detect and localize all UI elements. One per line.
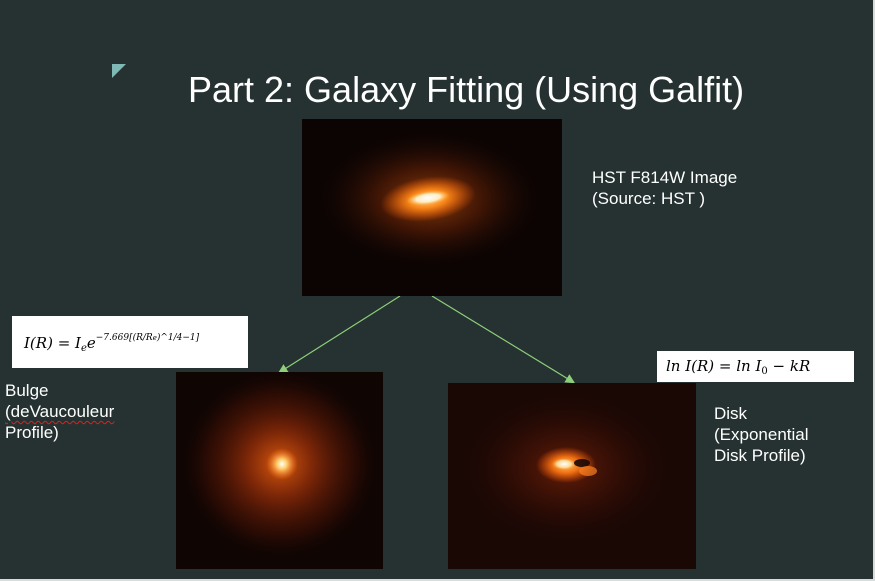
slide-title: Part 2: Galaxy Fitting (Using Galfit) [188,69,745,110]
bulge-caption: Bulge (deVaucouleur Profile) [5,380,114,443]
disk-eq-sub: 0 [761,366,768,377]
hst-caption-line2: (Source: HST ) [592,189,706,208]
bulge-eq-lhs: I(R) = I [24,334,81,352]
bulge-caption-line2: (deVaucouleur [5,402,115,421]
exponential-disk-equation: ln I(R) = ln I0 − kR [657,351,854,382]
slide-edge-bottom [0,579,875,581]
disk-eq-part2: − kR [767,357,811,375]
disk-caption: Disk (Exponential Disk Profile) [714,403,809,466]
devaucouleur-equation: I(R) = Iee−7.669[(R/Re)^1/4−1] [12,316,248,368]
bulge-eq-base: e [86,334,96,352]
disk-eq-part1: ln I(R) = ln I [666,357,762,375]
disk-caption-line2: (Exponential [714,425,809,444]
disk-model-image [448,383,696,569]
arrow-to-disk [431,295,576,384]
hst-caption-line1: HST F814W Image [592,168,738,187]
hst-image-caption: HST F814W Image (Source: HST ) [592,167,737,209]
bulge-caption-line3: Profile) [5,423,59,442]
bulge-eq-exponent-sub: e [152,334,157,342]
slide-edge-right [873,0,875,581]
corner-triangle-icon [112,64,126,78]
hst-galaxy-image [302,119,562,296]
bulge-model-image [176,372,383,569]
disk-caption-line1: Disk [714,404,748,423]
arrow-to-bulge [277,295,401,374]
bulge-eq-exponent-tail: )^1/4−1] [156,333,200,343]
bulge-caption-line1: Bulge [5,381,49,400]
bulge-eq-exponent: −7.669[(R/R [95,333,153,343]
disk-caption-line3: Disk Profile) [714,446,806,465]
bulge-eq-lhs-sub: e [80,343,87,354]
